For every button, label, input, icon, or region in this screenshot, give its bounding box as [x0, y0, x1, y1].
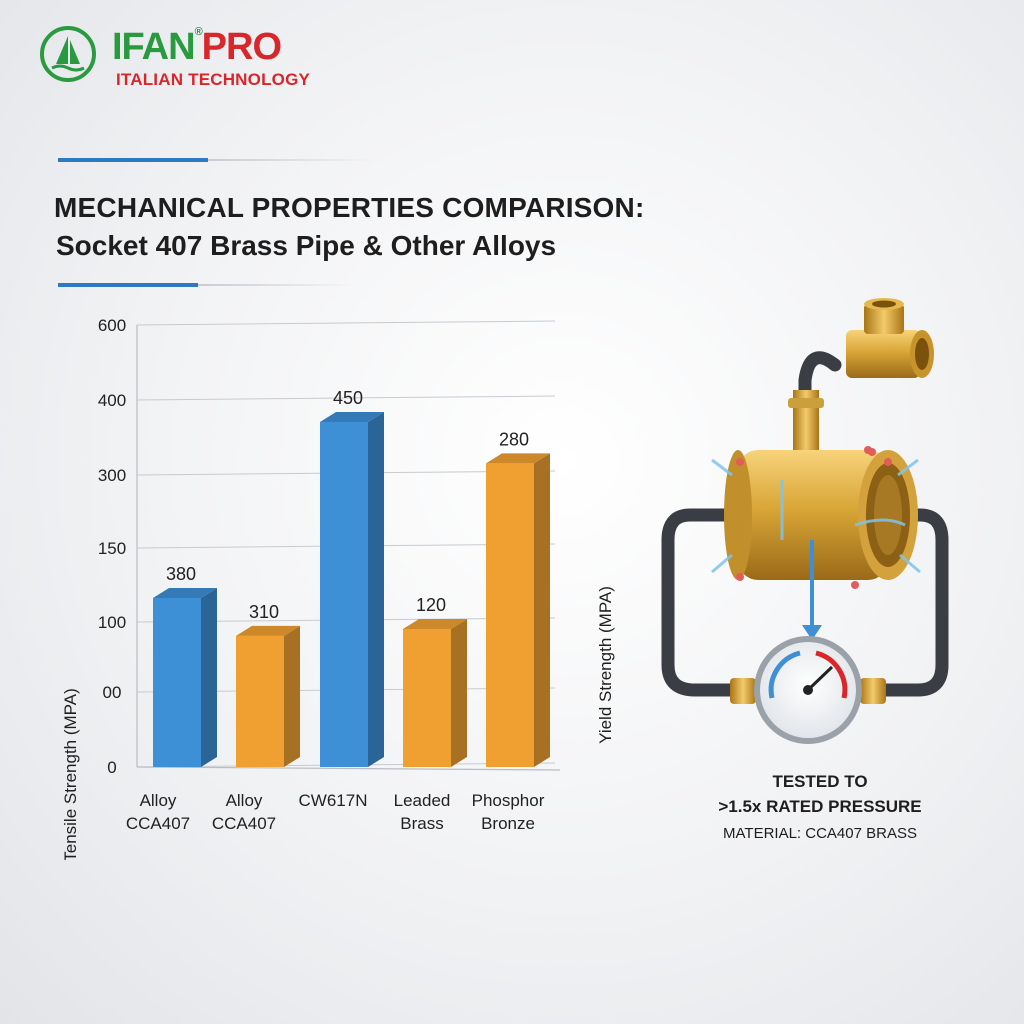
- chart-labels: 000100150300400600380AlloyCCA407310Alloy…: [98, 316, 545, 833]
- brand-name-part2: PRO: [201, 26, 282, 68]
- category-label: Leaded: [394, 791, 451, 810]
- brand-logo: IFAN®PRO ITALIAN TECHNOLOGY: [38, 22, 338, 92]
- registered-mark: ®: [194, 26, 203, 38]
- brass-pipe-pressure-test-icon: [661, 298, 949, 744]
- sailboat-logo-icon: [40, 26, 96, 82]
- y-tick-label: 100: [98, 613, 126, 632]
- test-caption-line2: >1.5x RATED PRESSURE: [718, 797, 922, 816]
- bar-side: [201, 587, 217, 767]
- data-label: 120: [416, 595, 446, 615]
- bar: [320, 422, 368, 767]
- bar-top: [153, 587, 217, 598]
- bar: [236, 635, 284, 767]
- bar: [153, 597, 201, 767]
- page-title: MECHANICAL PROPERTIES COMPARISON:: [54, 192, 645, 223]
- bar-top: [486, 453, 550, 464]
- data-label: 280: [499, 429, 529, 449]
- bar: [486, 463, 534, 767]
- data-label: 310: [249, 602, 279, 622]
- category-label: CW617N: [299, 791, 368, 810]
- brand-name-part1: IFAN: [112, 26, 196, 68]
- bar-side: [368, 412, 384, 767]
- category-label: Alloy: [226, 791, 263, 810]
- y-tick-label: 00: [103, 683, 122, 702]
- category-label: Phosphor: [472, 791, 545, 810]
- data-label: 450: [333, 388, 363, 408]
- y-tick-label: 0: [107, 758, 116, 777]
- bar-side: [284, 625, 300, 767]
- chart-grid: [136, 320, 561, 771]
- category-label: CCA407: [126, 814, 190, 833]
- bar-top: [320, 412, 384, 422]
- brand-name: IFAN®PRO: [112, 26, 282, 69]
- material-caption: MATERIAL: CCA407 BRASS: [723, 825, 917, 842]
- y-tick-label: 300: [98, 466, 126, 485]
- bar-top: [403, 619, 467, 629]
- y-axis-label-right: Yield Strength (MPA): [596, 586, 615, 744]
- title-rule-top: [58, 158, 378, 162]
- bar: [403, 629, 451, 767]
- y-tick-label: 150: [98, 539, 126, 558]
- bar-chart: 000100150300400600380AlloyCCA407310Alloy…: [61, 316, 615, 860]
- title-rule-bottom: [58, 283, 358, 287]
- category-label: Brass: [400, 814, 443, 833]
- category-label: CCA407: [212, 814, 276, 833]
- bar-side: [451, 619, 467, 767]
- y-axis-label-left: Tensile Strength (MPA): [61, 688, 80, 860]
- page-subtitle: Socket 407 Brass Pipe & Other Alloys: [56, 230, 557, 261]
- bar-side: [534, 453, 550, 767]
- data-label: 380: [166, 564, 196, 584]
- brand-tagline: ITALIAN TECHNOLOGY: [116, 70, 311, 89]
- x-axis-line: [136, 766, 561, 771]
- y-tick-label: 400: [98, 391, 126, 410]
- test-caption-line1: TESTED TO: [772, 772, 868, 791]
- chart-bars: [153, 412, 550, 767]
- bar-top: [236, 625, 300, 636]
- category-label: Bronze: [481, 814, 535, 833]
- category-label: Alloy: [140, 791, 177, 810]
- grid-line: [136, 320, 556, 326]
- grid-line: [136, 395, 556, 401]
- y-tick-label: 600: [98, 316, 126, 335]
